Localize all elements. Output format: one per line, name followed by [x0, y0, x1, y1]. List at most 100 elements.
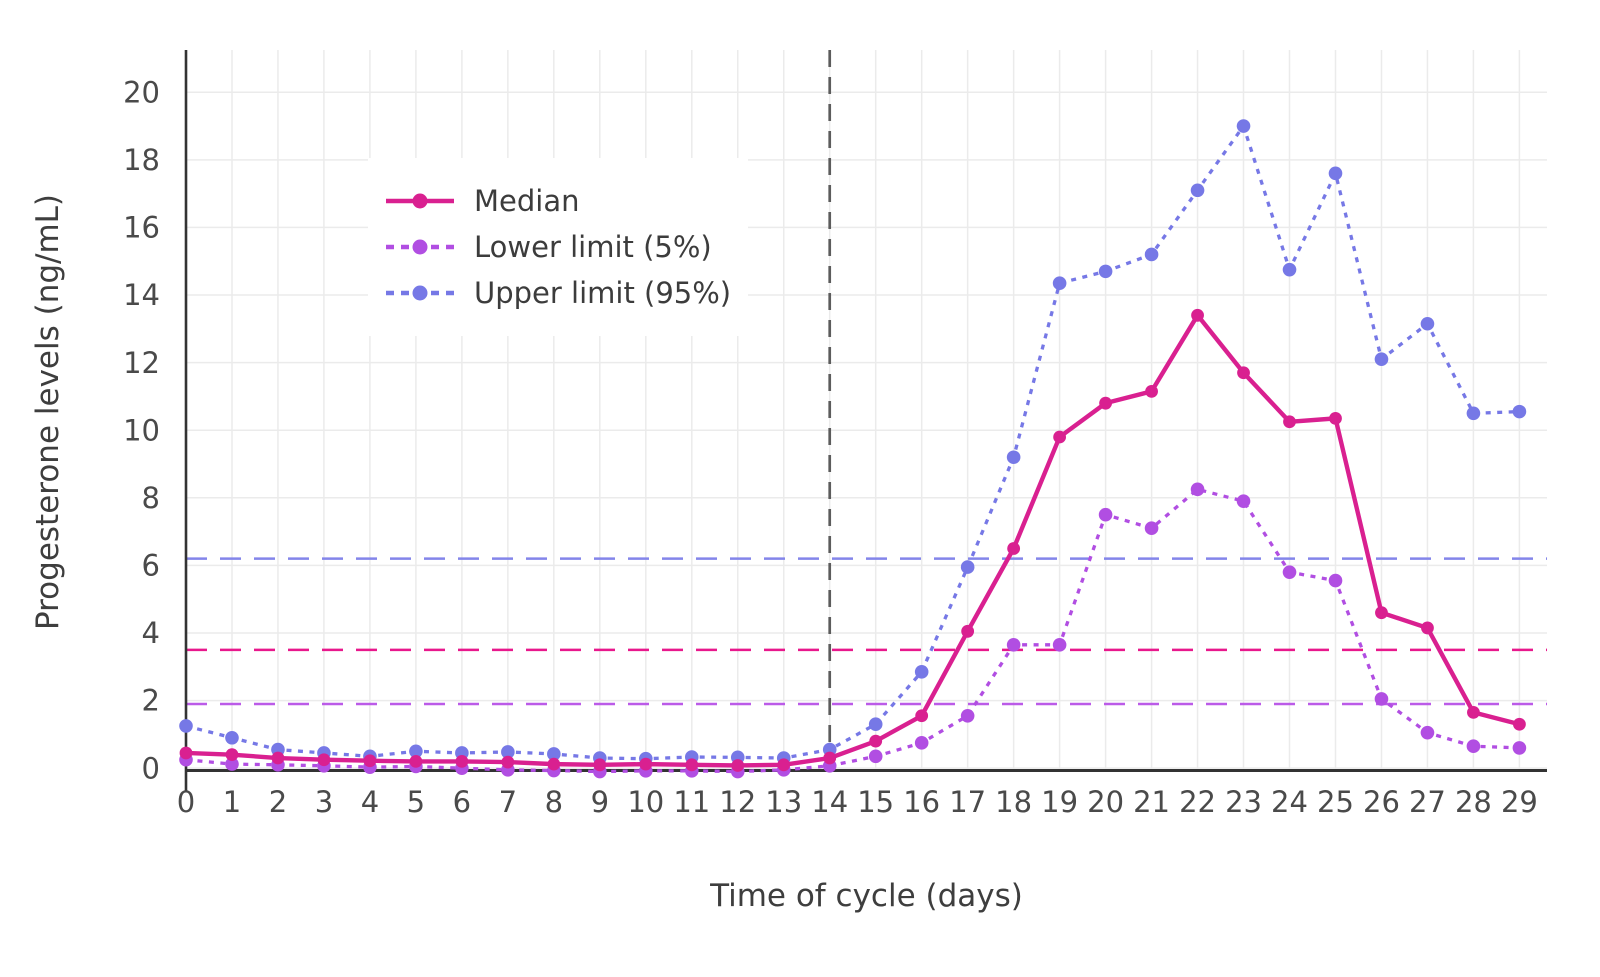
x-tick-labels: 0 1 2 3 4 5 6 7 8 9 10 11 12 13 14 15 16 17 18 19 20 21 22 23 24… [177, 785, 1538, 819]
data-point [363, 754, 377, 768]
svg-text:16: 16 [903, 785, 940, 819]
data-point [868, 749, 883, 764]
data-point [317, 753, 331, 767]
data-point [731, 759, 745, 772]
svg-text:18: 18 [995, 785, 1032, 819]
data-point [1099, 396, 1112, 410]
svg-text:20: 20 [123, 75, 160, 109]
x-axis-title: Time of cycle (days) [710, 878, 1023, 914]
median-line-swatch-icon [386, 193, 454, 209]
legend-item-upper-limit: Upper limit (95%) [368, 276, 748, 310]
svg-text:10: 10 [627, 785, 664, 819]
data-point [1328, 573, 1343, 588]
data-point [179, 746, 193, 760]
data-point [1007, 542, 1021, 555]
data-point [1053, 430, 1067, 444]
legend-label-median: Median [474, 184, 580, 218]
data-point [869, 734, 883, 748]
data-point [1145, 384, 1158, 398]
data-point [225, 730, 239, 745]
legend-item-lower-limit: Lower limit (5%) [368, 230, 748, 264]
data-point [823, 751, 837, 765]
svg-text:13: 13 [765, 785, 802, 819]
data-point [1328, 166, 1343, 181]
data-point [409, 755, 423, 768]
data-point [1006, 638, 1021, 652]
data-point [225, 748, 239, 762]
data-point [1421, 621, 1434, 635]
data-point [960, 560, 975, 574]
svg-text:27: 27 [1409, 785, 1446, 819]
data-point [685, 758, 699, 772]
svg-text:8: 8 [142, 481, 160, 515]
data-point [1420, 316, 1435, 331]
svg-text:12: 12 [123, 346, 160, 380]
svg-text:23: 23 [1225, 785, 1262, 819]
data-point [409, 744, 423, 759]
svg-text:1: 1 [223, 785, 241, 819]
svg-text:21: 21 [1133, 785, 1170, 819]
legend-label-upper-limit: Upper limit (95%) [474, 276, 732, 310]
svg-text:8: 8 [545, 785, 563, 819]
svg-text:6: 6 [453, 785, 471, 819]
data-point [593, 758, 607, 772]
data-point [1329, 411, 1342, 425]
data-point [1420, 725, 1435, 740]
upper-limit-dashed-swatch-icon [386, 285, 454, 301]
data-point [1052, 638, 1067, 652]
legend-label-lower-limit: Lower limit (5%) [474, 230, 712, 264]
svg-text:28: 28 [1455, 785, 1492, 819]
svg-text:20: 20 [1087, 785, 1124, 819]
data-point [1374, 352, 1389, 367]
data-point [1098, 264, 1113, 279]
reference-lines [186, 50, 1547, 771]
svg-text:14: 14 [811, 785, 848, 819]
svg-text:22: 22 [1179, 785, 1216, 819]
data-point [914, 736, 929, 750]
data-point [639, 757, 653, 771]
data-point [1512, 404, 1527, 419]
data-point [1374, 692, 1389, 706]
svg-text:9: 9 [591, 785, 609, 819]
data-point [501, 755, 515, 769]
data-point [915, 709, 929, 723]
svg-text:19: 19 [1041, 785, 1078, 819]
data-point [1144, 521, 1159, 536]
svg-text:14: 14 [123, 278, 160, 312]
svg-text:3: 3 [315, 785, 333, 819]
data-point [1467, 706, 1480, 719]
data-point [1466, 739, 1481, 754]
data-point [1466, 406, 1481, 421]
svg-text:12: 12 [719, 785, 756, 819]
svg-text:24: 24 [1271, 785, 1308, 819]
data-point [501, 745, 515, 759]
data-point [961, 624, 975, 638]
data-point [960, 708, 975, 723]
svg-text:6: 6 [142, 549, 160, 583]
data-point [1282, 262, 1297, 277]
svg-text:4: 4 [142, 616, 160, 650]
data-point [1237, 366, 1250, 380]
svg-text:7: 7 [499, 785, 517, 819]
svg-text:16: 16 [123, 211, 160, 245]
data-point [1190, 482, 1205, 497]
data-point [1190, 183, 1205, 198]
svg-text:0: 0 [177, 785, 195, 819]
data-point [1512, 741, 1527, 755]
data-point [1006, 450, 1021, 465]
svg-text:15: 15 [857, 785, 894, 819]
data-point [1098, 507, 1113, 522]
data-point [1513, 717, 1526, 731]
svg-text:18: 18 [123, 143, 160, 177]
data-point [1283, 415, 1296, 429]
data-point [455, 755, 469, 768]
lower-limit-dashed-swatch-icon [386, 239, 454, 255]
series-lower-limit-5 [179, 482, 1527, 779]
svg-text:5: 5 [407, 785, 425, 819]
svg-text:2: 2 [269, 785, 287, 819]
legend-item-median: Median [368, 184, 748, 218]
series-median [179, 308, 1526, 772]
svg-text:4: 4 [361, 785, 379, 819]
